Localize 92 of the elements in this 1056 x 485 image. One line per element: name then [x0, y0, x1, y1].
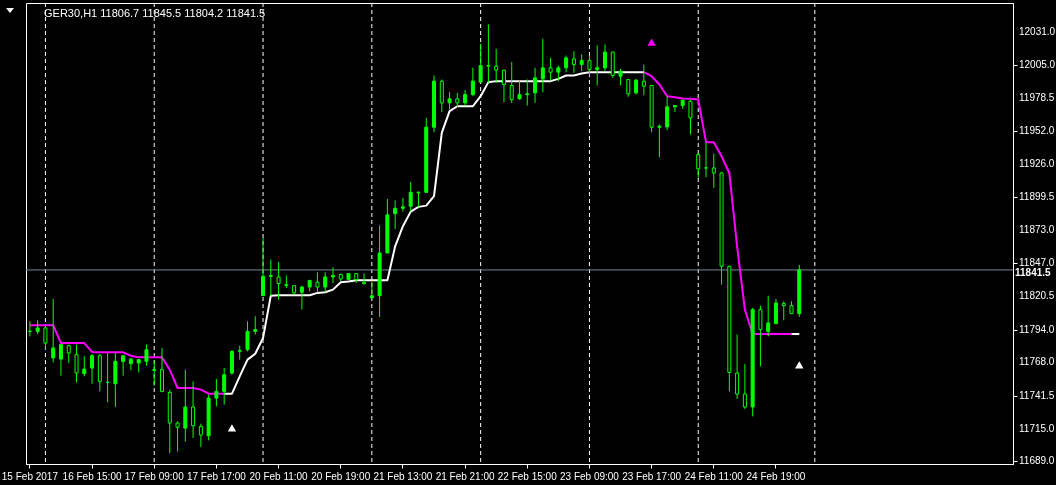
candlestick: [229, 349, 234, 376]
candlestick: [439, 79, 444, 113]
candlestick: [533, 67, 538, 104]
candlestick: [672, 105, 677, 113]
x-tick-label: 20 Feb 11:00: [249, 470, 309, 482]
candlestick: [160, 347, 164, 393]
candlestick: [486, 23, 491, 84]
y-tick-label: 11847.0: [1019, 257, 1055, 269]
chart-title: GER30,H1 11806.7 11845.5 11804.2 11841.5: [44, 6, 266, 19]
point: [227, 424, 237, 432]
y-tick-label: 12005.0: [1019, 58, 1056, 70]
candlestick: [393, 199, 398, 230]
candlestick: [548, 57, 553, 82]
candlestick: [517, 79, 522, 101]
candlestick: [261, 237, 266, 297]
candlestick: [758, 305, 763, 367]
candlestick: [478, 43, 483, 84]
candlestick: [470, 67, 475, 97]
x-tick-label: 17 Feb 17:00: [186, 470, 247, 482]
x-tick-label: 15 Feb 2017: [1, 470, 59, 482]
candlestick: [183, 369, 188, 442]
candlestick: [501, 69, 506, 103]
x-tick-label: 24 Feb 11:00: [684, 470, 744, 482]
candlestick: [696, 152, 701, 179]
x-tick-label: 23 Feb 09:00: [559, 470, 620, 482]
y-tick-label: 11794.0: [1019, 323, 1055, 335]
candlestick: [144, 344, 149, 367]
candlestick: [587, 55, 592, 76]
x-tick-label: 21 Feb 21:00: [435, 470, 495, 482]
candlestick: [214, 378, 219, 407]
y-tick-label: 11952.0: [1019, 125, 1055, 137]
y-tick-label: 11899.5: [1019, 191, 1055, 203]
candlestick: [742, 363, 747, 410]
candlestick: [43, 324, 48, 351]
candlestick: [128, 357, 133, 371]
candlestick: [90, 353, 95, 385]
y-tick-label: 11978.5: [1019, 91, 1055, 103]
candlestick: [253, 315, 258, 336]
point: [795, 361, 804, 369]
candlestick: [113, 352, 118, 408]
y-tick-label: 11768.0: [1019, 356, 1055, 368]
x-tick-label: 22 Feb 15:00: [497, 470, 558, 482]
candlestick: [191, 380, 196, 439]
candlestick: [494, 48, 499, 84]
candlestick: [323, 271, 328, 293]
x-tick-label: 17 Feb 09:00: [124, 470, 185, 482]
y-tick-label: 11926.0: [1019, 157, 1055, 169]
candlestick: [641, 64, 646, 96]
ref-line-label: 11841.5: [1015, 266, 1052, 278]
y-tick-label: 11715.0: [1019, 422, 1055, 434]
candlestick: [58, 344, 63, 377]
candlestick: [571, 50, 576, 74]
candlestick: [602, 43, 607, 72]
candlestick: [276, 261, 281, 301]
point: [647, 38, 656, 46]
candlestick: [595, 44, 600, 87]
x-tick-label: 21 Feb 13:00: [373, 470, 433, 482]
y-tick-label: 11820.5: [1019, 290, 1055, 302]
x-tick-label: 23 Feb 17:00: [622, 470, 682, 482]
candlestick: [657, 124, 662, 158]
y-tick-label: 12031.0: [1019, 25, 1056, 37]
candlestick: [175, 420, 180, 452]
candlestick: [540, 38, 545, 93]
x-tick-label: 20 Feb 19:00: [311, 470, 371, 482]
candlestick: [766, 295, 771, 337]
candlestick: [525, 79, 530, 106]
candlestick: [688, 99, 693, 136]
candlestick: [773, 298, 778, 325]
x-tick-label: 16 Feb 15:00: [62, 470, 122, 482]
candlestick: [408, 181, 413, 213]
candlestick: [711, 153, 716, 189]
candlestick: [198, 423, 203, 448]
candlestick: [704, 142, 709, 178]
y-tick-label: 11689.0: [1019, 455, 1055, 467]
candlestick: [735, 334, 740, 400]
y-tick-label: 11873.0: [1019, 224, 1055, 236]
candlestick: [400, 197, 405, 213]
candlestick: [330, 266, 335, 284]
candlestick: [152, 360, 157, 387]
candlestick: [509, 61, 514, 104]
candlestick: [74, 344, 79, 383]
candlestick: [315, 271, 320, 293]
candlestick: [268, 259, 273, 297]
x-tick-label: 24 Feb 19:00: [746, 470, 806, 482]
candlestick: [51, 298, 56, 363]
candlestick: [781, 300, 786, 321]
y-tick-label: 11741.5: [1019, 389, 1055, 401]
candlestick: [610, 51, 615, 79]
candlestick: [82, 355, 87, 377]
candlestick: [665, 95, 670, 131]
candlestick: [222, 367, 227, 406]
candlestick: [245, 320, 250, 352]
